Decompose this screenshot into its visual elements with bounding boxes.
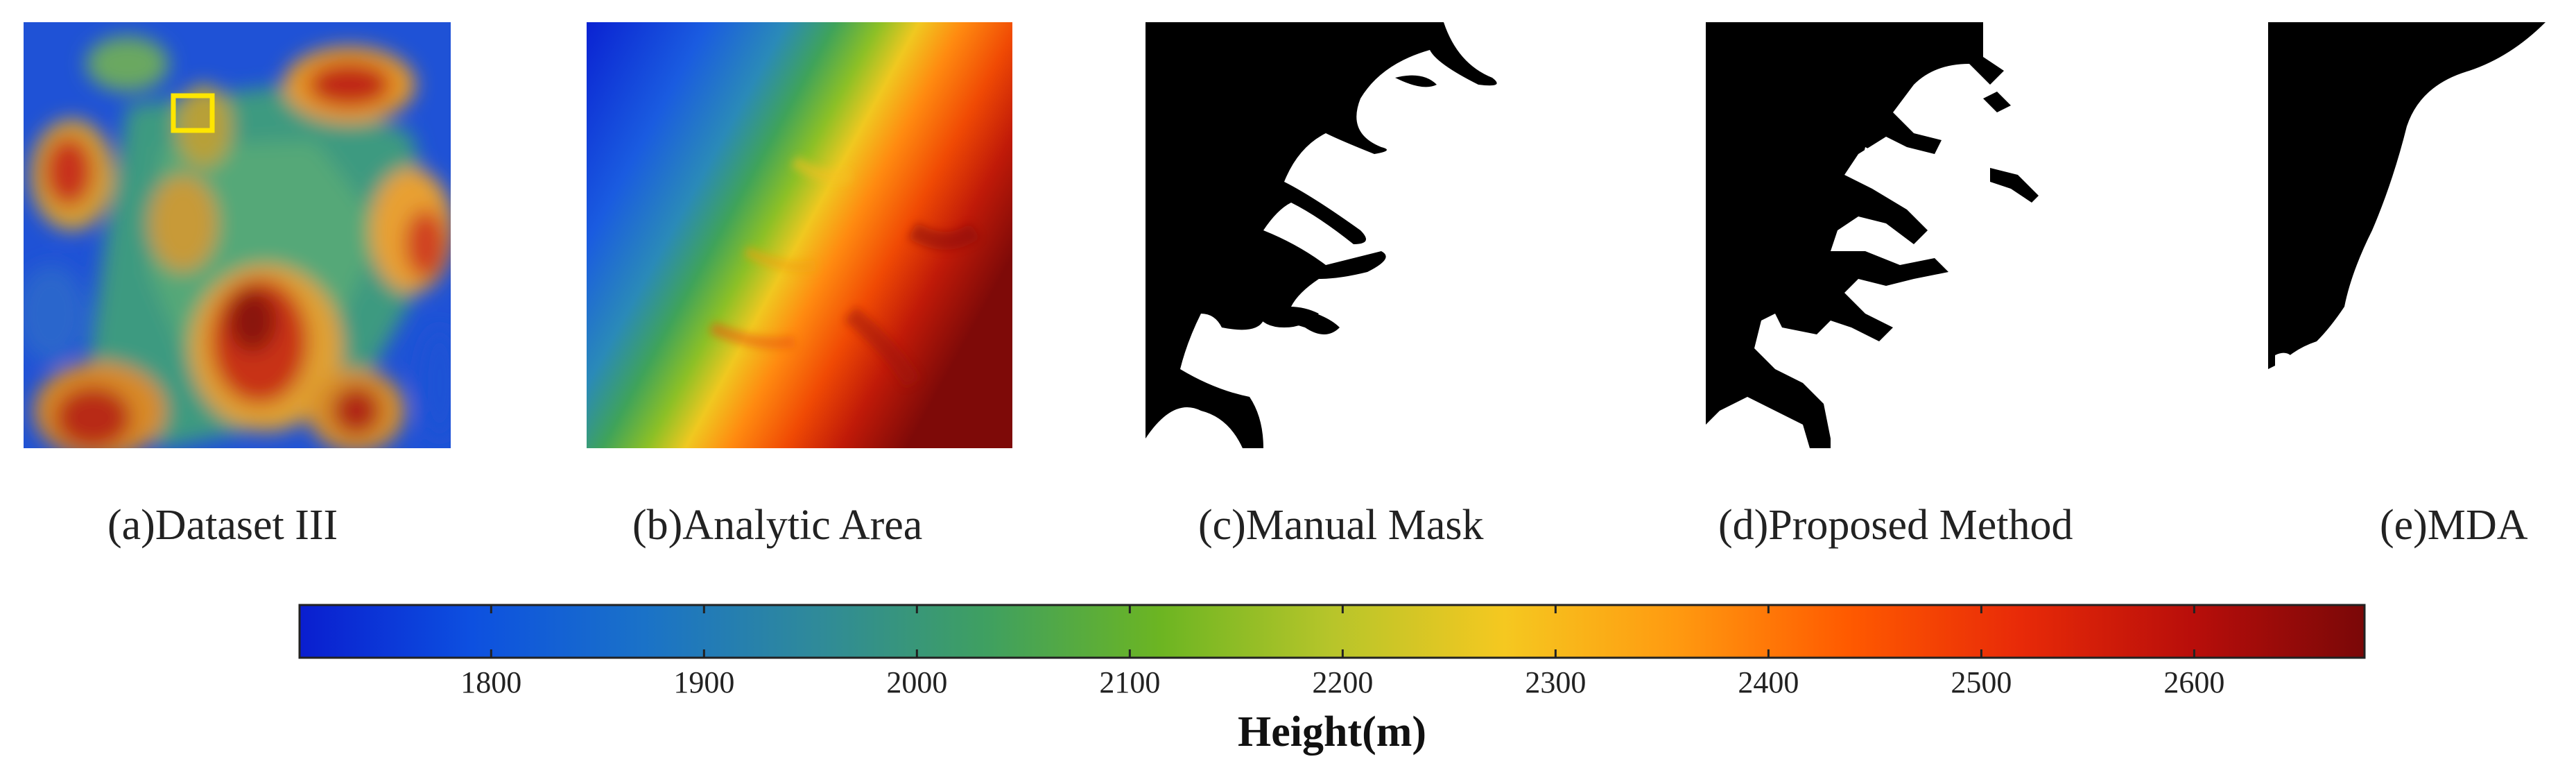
- caption-mda: (e)MDA: [2380, 502, 2528, 549]
- colorbar: 1800 1900 2000 2100 2200 2300 2400 2500 2600 Hei…: [298, 604, 2366, 784]
- colorbar-title: Height(m): [1237, 708, 1427, 756]
- caption-analytic-area: (b)Analytic Area: [632, 502, 923, 549]
- colorbar-tick-label-2300: 2300: [1525, 665, 1586, 699]
- mda-image: [2268, 22, 2545, 448]
- panel-proposed-method: [1706, 22, 2094, 448]
- colorbar-tick-label-2100: 2100: [1099, 665, 1160, 699]
- manual-mask-image: [1146, 22, 1534, 448]
- analytic-area-image: [587, 22, 1012, 448]
- colorbar-tick-label-2500: 2500: [1951, 665, 2012, 699]
- panel-analytic-area: [587, 22, 1012, 448]
- colorbar-tick-label-1800: 1800: [460, 665, 521, 699]
- colorbar-tick-label-2600: 2600: [2163, 665, 2224, 699]
- colorbar-tick-label-2000: 2000: [886, 665, 947, 699]
- colorbar-svg: 1800 1900 2000 2100 2200 2300 2400 2500 2600: [298, 604, 2366, 699]
- panel-mda: [2268, 22, 2545, 448]
- panel-dataset-iii: [24, 22, 451, 448]
- dataset-iii-image: [24, 22, 451, 448]
- caption-dataset-iii: (a)Dataset III: [107, 502, 338, 549]
- caption-manual-mask: (c)Manual Mask: [1198, 502, 1484, 549]
- panel-manual-mask: [1146, 22, 1534, 448]
- colorbar-tick-label-1900: 1900: [673, 665, 734, 699]
- colorbar-tick-label-2400: 2400: [1738, 665, 1799, 699]
- caption-proposed-method: (d)Proposed Method: [1718, 502, 2073, 549]
- proposed-method-image: [1706, 22, 2094, 448]
- colorbar-tick-label-2200: 2200: [1312, 665, 1373, 699]
- colorbar-gradient: [298, 604, 2366, 659]
- highlight-box: [171, 93, 215, 133]
